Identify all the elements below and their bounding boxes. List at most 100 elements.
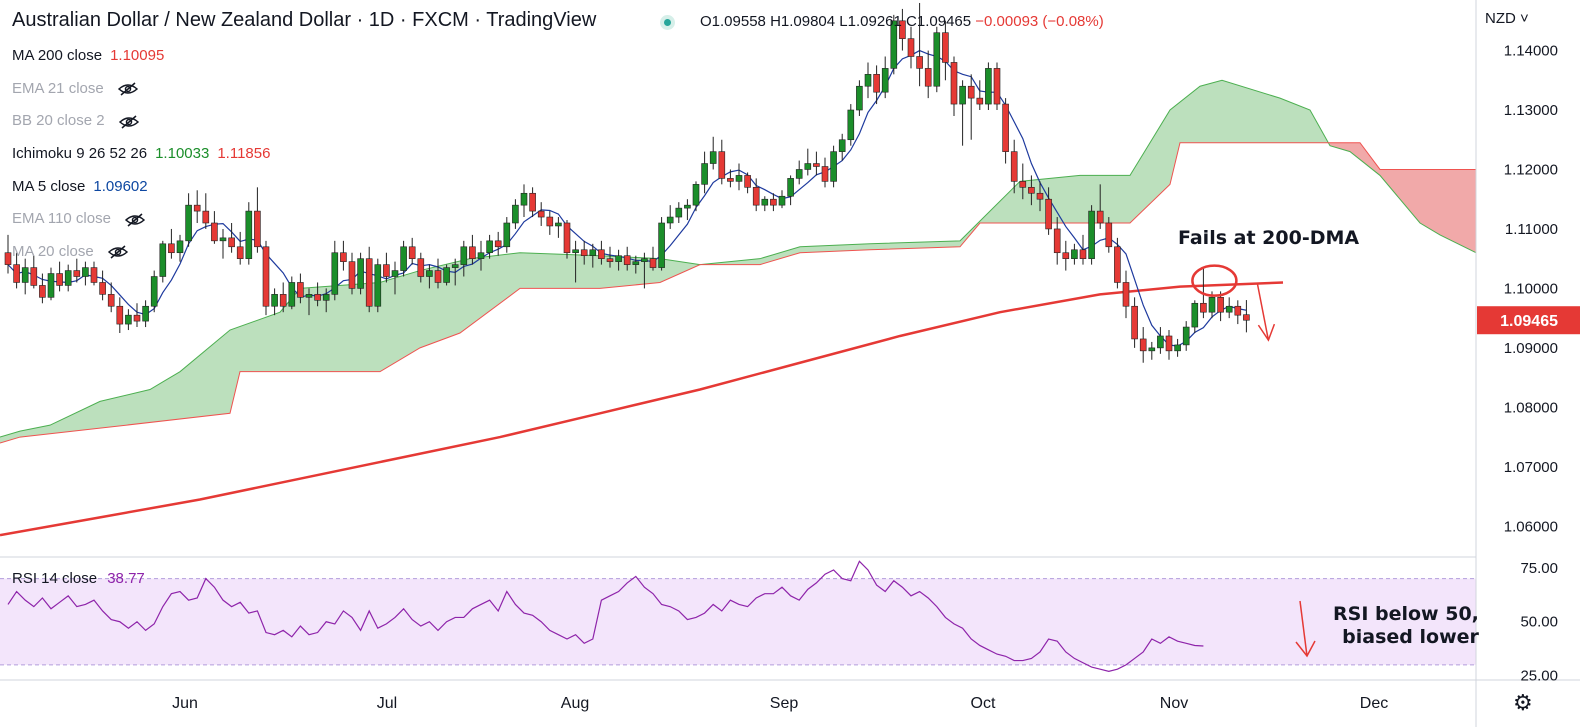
candle-body (1225, 305, 1233, 313)
candle-body (959, 85, 966, 105)
candle-body (254, 210, 261, 248)
legend-bb20-label: BB 20 close 2 (12, 112, 105, 130)
legend-ichimoku-value2: 1.11856 (217, 145, 271, 163)
price-tick-label: 1.13000 (1504, 102, 1558, 119)
candle-body (632, 261, 640, 265)
price-tick-label: 1.09000 (1504, 340, 1558, 357)
candle-body (563, 222, 571, 254)
legend-ema21[interactable]: EMA 21 close (12, 73, 270, 106)
candle-body (331, 252, 339, 295)
eye-hidden-icon[interactable] (107, 245, 128, 260)
candle-body (1028, 187, 1035, 194)
chart-title: Australian Dollar / New Zealand Dollar ·… (12, 9, 597, 31)
candle-body (262, 246, 270, 307)
rsi-legend[interactable]: RSI 14 close 38.77 (12, 570, 145, 587)
candle-body (1148, 347, 1156, 352)
legend-ma5-label: MA 5 close (12, 177, 86, 195)
candle-body (933, 32, 941, 87)
candle-body (1217, 297, 1224, 313)
legend-ma200-value: 1.10095 (110, 47, 165, 64)
candle-body (73, 270, 81, 277)
ohlc-open: O1.09558 (700, 13, 766, 30)
candle-body (907, 38, 915, 57)
candle-body (993, 68, 1001, 105)
candle-body (13, 264, 20, 283)
cloud-bullish-area (0, 80, 1330, 444)
candle-body (1079, 249, 1087, 259)
ma200-line-group (0, 281, 1284, 537)
price-tick-label: 1.10000 (1504, 280, 1558, 297)
candle-body (899, 20, 906, 39)
candle-body (1200, 302, 1207, 313)
candle-body (795, 169, 803, 179)
legend-ema110[interactable]: EMA 110 close (12, 203, 270, 236)
candle-body (357, 258, 364, 289)
eye-hidden-icon[interactable] (117, 82, 138, 96)
candle-body (572, 249, 579, 254)
candle-body (193, 204, 201, 212)
gear-icon[interactable]: ⚙ (1513, 690, 1533, 715)
candle-body (546, 216, 554, 227)
candle-body (30, 267, 38, 286)
last-price-tag (1477, 306, 1580, 335)
legend-bb20[interactable]: BB 20 close 2 (12, 105, 270, 138)
time-tick-label: Jul (377, 695, 397, 712)
candle-body (90, 267, 98, 283)
candle-body (589, 249, 597, 257)
rsi-legend-value: 38.77 (107, 570, 145, 587)
candle-body (1071, 249, 1078, 259)
candle-body (976, 97, 984, 105)
candle-body (813, 163, 820, 167)
annotation-rsi: RSI below 50, biased lower (1333, 603, 1479, 649)
candle-body (107, 294, 115, 307)
candle-body (417, 258, 425, 277)
candle-body (245, 210, 253, 259)
candle-body (159, 243, 167, 277)
candle-body (176, 240, 184, 254)
price-tick-label: 1.12000 (1504, 161, 1558, 178)
legend-ichimoku[interactable]: Ichimoku 9 26 52 26 1.10033 1.11856 (12, 138, 270, 171)
rsi-tick-label: 50.00 (1520, 614, 1558, 631)
legend-ma200[interactable]: MA 200 close 1.10095 (12, 40, 270, 73)
time-tick-label: Jun (172, 695, 198, 712)
currency-selector[interactable]: NZD ˅ (1485, 10, 1529, 27)
annotation-fails-200dma: Fails at 200-DMA (1178, 227, 1360, 249)
legend-ichimoku-value1: 1.10033 (155, 145, 210, 163)
down-arrow-rsi (1299, 600, 1308, 657)
legend-ma20[interactable]: MA 20 close (12, 236, 270, 269)
candle-body (778, 195, 786, 206)
candle-body (133, 314, 141, 322)
ohlc-readout: O1.09558 H1.09804 L1.09261 C1.09465 −0.0… (700, 13, 1104, 30)
annotation-marks (1191, 264, 1316, 658)
candle-body (675, 207, 683, 218)
currency-label: NZD (1485, 10, 1516, 27)
legend-ma5[interactable]: MA 5 close 1.09602 (12, 171, 270, 204)
candle-body (881, 68, 889, 93)
eye-hidden-icon[interactable] (124, 213, 145, 227)
eye-hidden-icon[interactable] (118, 115, 139, 129)
legend-ema110-label: EMA 110 close (12, 210, 111, 228)
candle-body (520, 192, 528, 206)
candle-body (847, 109, 855, 141)
candle-body (873, 74, 880, 93)
legend-ma200-label: MA 200 close (12, 47, 103, 64)
rsi-tick-label: 25.00 (1520, 668, 1558, 685)
candle-body (666, 216, 674, 224)
candle-body (787, 178, 794, 197)
ichimoku-cloud (0, 79, 1477, 444)
candle-body (340, 252, 347, 262)
candle-body (1174, 344, 1181, 352)
ohlc-close: C1.09465 (906, 13, 972, 30)
rsi-pane (0, 556, 1476, 672)
candle-body (279, 294, 287, 307)
candle-body (821, 166, 829, 182)
candle-body (1036, 192, 1044, 200)
candle-body (727, 178, 734, 182)
candle-body (838, 139, 846, 152)
candle-body (1088, 210, 1095, 259)
candle-body (830, 151, 837, 182)
price-tick-label: 1.11000 (1505, 221, 1558, 238)
rsi-band-fill (0, 578, 1476, 665)
candle-body (761, 198, 769, 206)
